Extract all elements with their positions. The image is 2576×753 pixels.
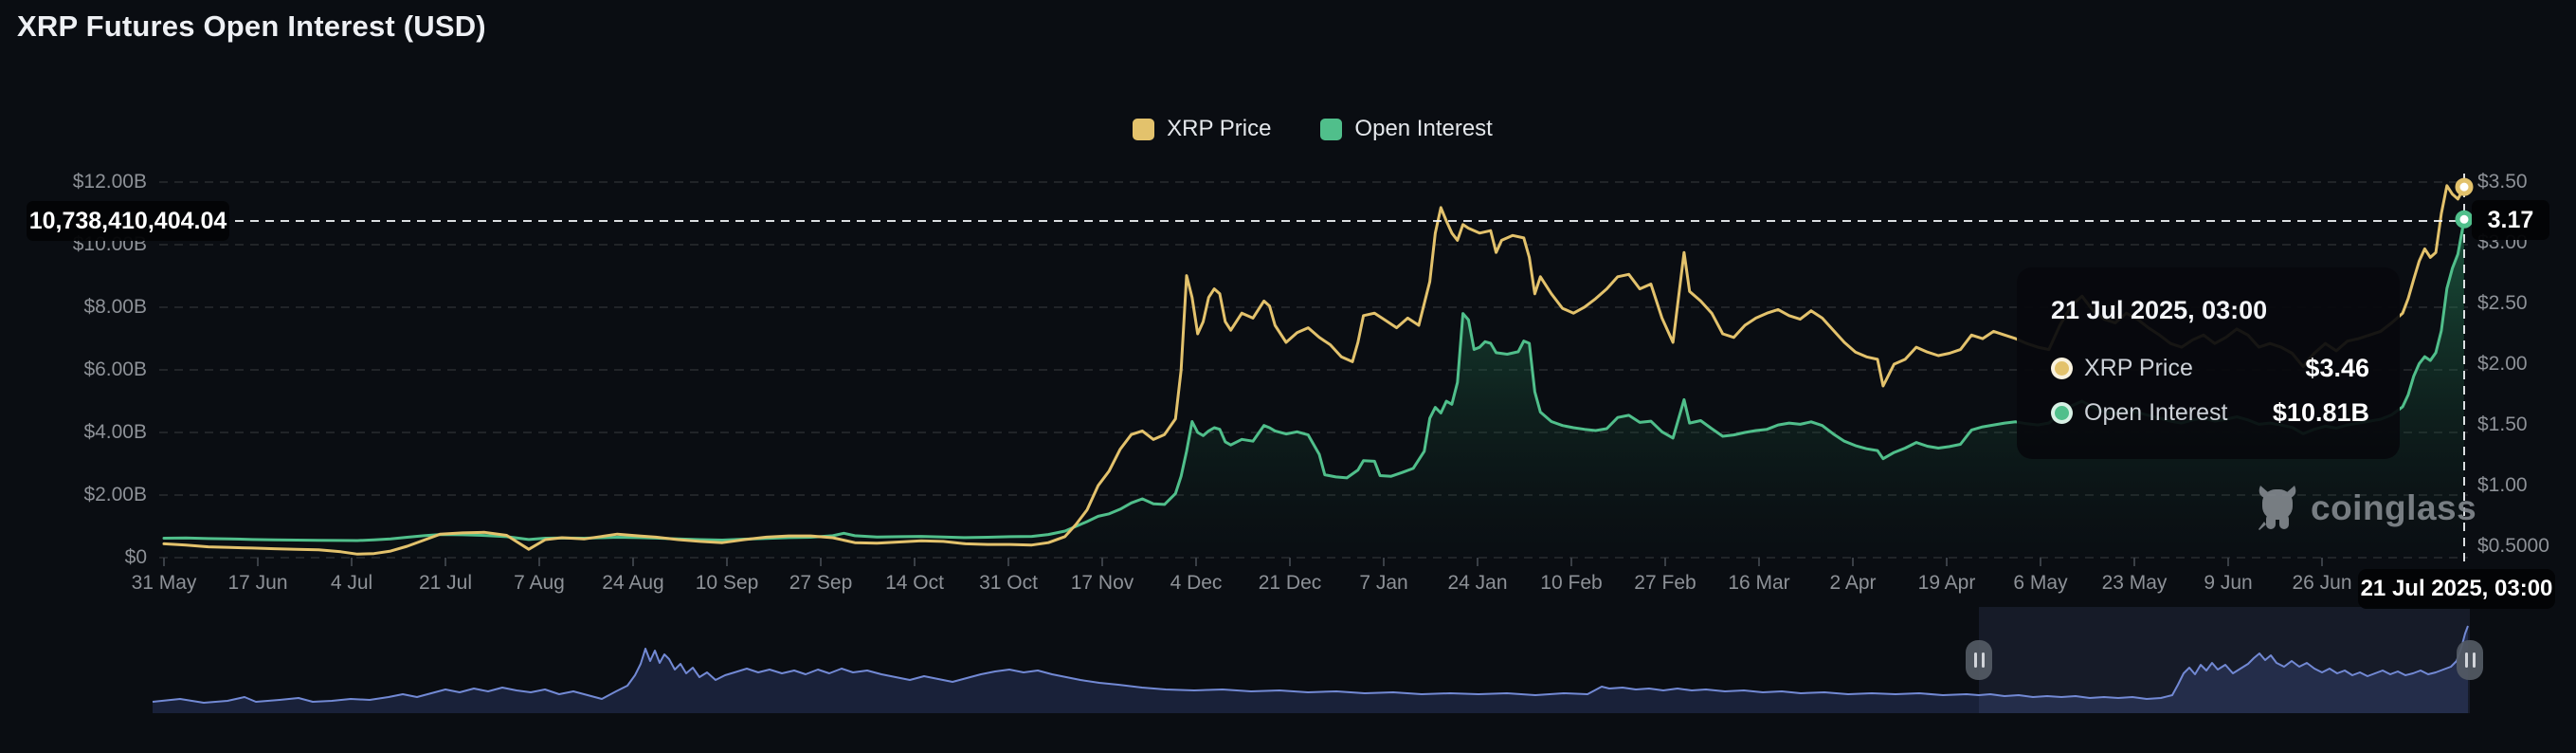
open-interest-marker-icon (2455, 210, 2474, 229)
tooltip-name-xrp-price: XRP Price (2084, 355, 2193, 381)
right-axis-tick: $1.50 (2477, 413, 2528, 435)
tooltip-row-xrp-price: XRP Price $3.46 (2051, 354, 2369, 383)
xrp-price-swatch-icon (1133, 118, 1155, 140)
page-title: XRP Futures Open Interest (USD) (17, 9, 486, 43)
x-axis-tick: 4 Dec (1170, 572, 1223, 594)
left-axis-tick: $12.00B (72, 171, 147, 193)
crosshair-date-pill: 21 Jul 2025, 03:00 (2358, 569, 2555, 609)
tooltip-value-xrp-price: $3.46 (2305, 354, 2369, 382)
left-axis-tick: $2.00B (83, 484, 147, 505)
xrp-price-dot-icon (2051, 358, 2073, 379)
x-axis-tick: 27 Sep (789, 572, 853, 594)
x-axis-tick: 7 Jan (1359, 572, 1408, 594)
tooltip-row-open-interest: Open Interest $10.81B (2051, 398, 2369, 428)
open-interest-area (164, 219, 2464, 559)
x-axis-tick: 21 Jul (418, 572, 473, 594)
x-axis-tick: 6 May (2013, 572, 2068, 594)
x-axis-tick: 10 Feb (1540, 572, 1603, 594)
x-axis-tick: 26 Jun (2292, 572, 2352, 594)
x-axis-tick: 24 Jan (1447, 572, 1508, 594)
x-axis-tick: 14 Oct (885, 572, 944, 594)
x-axis-tick: 19 Apr (1917, 572, 1976, 594)
legend: XRP Price Open Interest (156, 116, 2469, 142)
legend-label-open-interest: Open Interest (1354, 116, 1493, 141)
left-axis-tick: $8.00B (83, 296, 147, 318)
left-axis-tick: $6.00B (83, 358, 147, 380)
x-axis-tick: 7 Aug (514, 572, 565, 594)
right-axis-tick: $2.50 (2477, 292, 2528, 314)
x-axis-tick: 23 May (2101, 572, 2168, 594)
crosshair-right-value-pill: 3.17 (2472, 200, 2549, 240)
left-axis-tick: $4.00B (83, 421, 147, 443)
x-axis-tick: 10 Sep (695, 572, 759, 594)
crosshair-left-value-pill: 10,738,410,404.04 (27, 201, 229, 241)
right-axis-tick: $3.50 (2477, 171, 2528, 193)
xrp-price-marker-icon (2455, 177, 2474, 196)
navigator-left-handle[interactable] (1966, 640, 1992, 680)
left-axis-tick: $0 (124, 546, 147, 568)
x-axis-tick: 17 Jun (227, 572, 288, 594)
x-axis-tick: 24 Aug (602, 572, 664, 594)
legend-label-xrp-price: XRP Price (1167, 116, 1272, 141)
legend-item-xrp-price[interactable]: XRP Price (1133, 116, 1271, 142)
open-interest-dot-icon (2051, 402, 2073, 424)
watermark: coinglass (2254, 484, 2476, 533)
right-axis-tick: $1.00 (2477, 474, 2528, 496)
right-axis-tick: $2.00 (2477, 353, 2528, 375)
navigator-line (152, 625, 2469, 704)
x-axis-tick: 31 Oct (979, 572, 1038, 594)
x-axis-tick: 21 Dec (1258, 572, 1322, 594)
tooltip-date: 21 Jul 2025, 03:00 (2051, 296, 2268, 324)
tooltip: 21 Jul 2025, 03:00 XRP Price $3.46 Open … (2017, 267, 2400, 459)
x-axis-tick: 17 Nov (1070, 572, 1134, 594)
x-axis-tick: 2 Apr (1829, 572, 1877, 594)
x-axis-tick: 27 Feb (1634, 572, 1696, 594)
x-axis-tick: 16 Mar (1728, 572, 1790, 594)
legend-item-open-interest[interactable]: Open Interest (1320, 116, 1493, 142)
x-axis-tick: 9 Jun (2204, 572, 2253, 594)
navigator-selection[interactable] (1979, 607, 2470, 713)
tooltip-name-open-interest: Open Interest (2084, 399, 2228, 426)
watermark-text: coinglass (2311, 488, 2477, 527)
x-axis-tick: 4 Jul (330, 572, 373, 594)
right-axis-tick: $0.5000 (2477, 535, 2549, 557)
open-interest-swatch-icon (1320, 118, 1343, 140)
x-axis-tick: 31 May (131, 572, 197, 594)
tooltip-value-open-interest: $10.81B (2272, 398, 2369, 427)
navigator-right-handle[interactable] (2457, 640, 2483, 680)
coinglass-bull-icon (2259, 486, 2296, 530)
navigator-area[interactable] (153, 626, 2468, 713)
